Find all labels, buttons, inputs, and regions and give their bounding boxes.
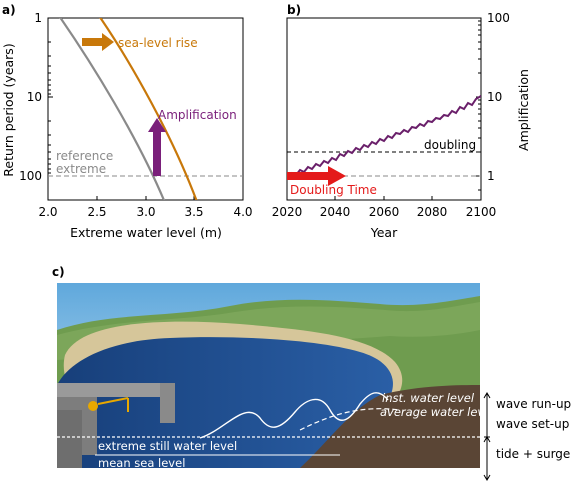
average-water-level-label: average water level	[380, 405, 495, 419]
panel-b-ytick-100: 100	[487, 11, 510, 25]
panel-a: a) 1 10 100 2.0 2.5 3.0 3.5 4.0 Extreme …	[1, 3, 253, 240]
panel-a-ytick-10: 10	[27, 90, 42, 104]
panel-a-xtick-2.5: 2.5	[87, 205, 106, 219]
panel-b-ytick-1: 1	[487, 169, 495, 183]
panel-a-ytick-1: 1	[34, 11, 42, 25]
panel-a-xtick-3.5: 3.5	[184, 205, 203, 219]
panel-b-ylabel: Amplification	[516, 69, 531, 151]
panel-b-amplification-series	[287, 96, 481, 176]
panel-a-xtick-3.0: 3.0	[136, 205, 155, 219]
panel-a-y-ticks	[48, 18, 53, 176]
panel-a-ylabel: Return period (years)	[1, 43, 16, 176]
panel-a-label: a)	[2, 3, 16, 17]
panel-b-xlabel: Year	[370, 225, 398, 240]
panel-b-xtick-2040: 2040	[320, 205, 351, 219]
inst-water-level-label: inst. water level	[382, 391, 475, 405]
panel-a-ytick-100: 100	[19, 169, 42, 183]
gauge-icon	[88, 401, 98, 411]
panel-b-xtick-2100: 2100	[466, 205, 497, 219]
tide-surge-label: tide + surge	[496, 447, 570, 461]
panel-b-doubling-time-label: Doubling Time	[290, 183, 377, 197]
panel-c-label: c)	[52, 265, 65, 279]
panel-b-y-ticks	[476, 18, 481, 190]
panel-a-xlabel: Extreme water level (m)	[70, 225, 222, 240]
panel-b-label: b)	[287, 3, 301, 17]
panel-a-sea-level-rise-arrow	[82, 33, 114, 51]
panel-b-xtick-2020: 2020	[272, 205, 303, 219]
wave-set-up-label: wave set-up	[496, 417, 569, 431]
panel-a-reference-label-1: reference	[56, 149, 113, 163]
panel-b-xtick-2060: 2060	[369, 205, 400, 219]
panel-a-sea-level-rise-label: sea-level rise	[118, 36, 198, 50]
extreme-still-water-level-label: extreme still water level	[98, 439, 237, 453]
panel-b: b) 100 10 1 Amplification 2020 2040 2060…	[272, 3, 531, 240]
mean-sea-level-label: mean sea level	[98, 456, 185, 470]
panel-a-xtick-2.0: 2.0	[38, 205, 57, 219]
panel-a-amplification-label: Amplification	[158, 108, 237, 122]
panel-c: c)	[52, 265, 571, 480]
panel-a-reference-label-2: extreme	[56, 162, 106, 176]
wave-run-up-label: wave run-up	[496, 397, 571, 411]
panel-b-xtick-2080: 2080	[417, 205, 448, 219]
panel-a-xtick-4.0: 4.0	[233, 205, 252, 219]
panel-a-x-ticks	[48, 196, 243, 200]
panel-b-ytick-10: 10	[487, 90, 502, 104]
panel-b-doubling-label: doubling	[424, 138, 476, 152]
